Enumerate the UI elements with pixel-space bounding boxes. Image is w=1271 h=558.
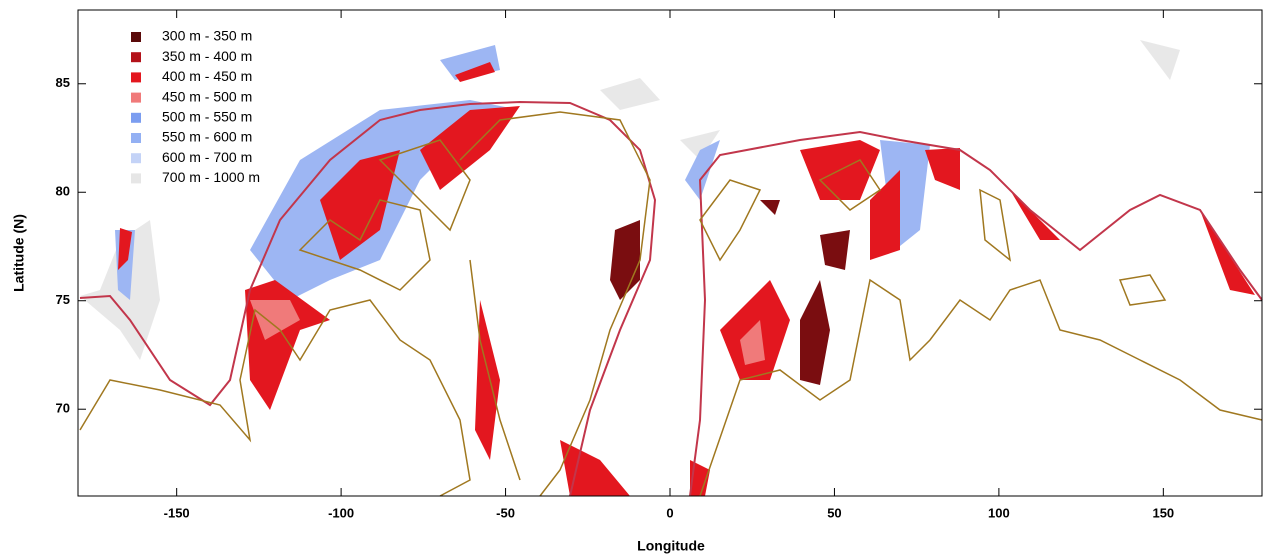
x-tick-label: 100 bbox=[988, 505, 1010, 520]
legend-swatch bbox=[131, 133, 141, 143]
y-axis-title: Latitude (N) bbox=[11, 214, 27, 292]
legend-label: 300 m - 350 m bbox=[162, 28, 252, 44]
map-features bbox=[80, 40, 1262, 496]
legend-swatch bbox=[131, 72, 141, 82]
zone-pink bbox=[250, 300, 765, 365]
y-tick-label: 80 bbox=[56, 184, 70, 199]
legend-swatch bbox=[131, 52, 141, 62]
x-tick-label: -100 bbox=[328, 505, 354, 520]
x-axis-title: Longitude bbox=[637, 538, 705, 554]
zone-red bbox=[245, 280, 330, 410]
legend-label: 700 m - 1000 m bbox=[162, 169, 260, 185]
legend-swatch bbox=[131, 113, 141, 123]
y-tick-label: 70 bbox=[56, 401, 70, 416]
legend-swatch bbox=[131, 173, 141, 183]
legend-label: 400 m - 450 m bbox=[162, 68, 252, 84]
zone-red bbox=[870, 148, 1255, 295]
legend-swatch bbox=[131, 93, 141, 103]
y-tick-label: 75 bbox=[56, 292, 70, 307]
zone-red bbox=[475, 300, 710, 496]
map-chart: Longitude Latitude (N) -150 -100 -50 0 50 100… bbox=[0, 0, 1271, 558]
x-tick-label: -50 bbox=[496, 505, 515, 520]
x-tick-label: 50 bbox=[827, 505, 841, 520]
legend-label: 500 m - 550 m bbox=[162, 109, 252, 125]
zone-dark bbox=[610, 200, 850, 385]
legend-swatch bbox=[131, 32, 141, 42]
legend-label: 550 m - 600 m bbox=[162, 129, 252, 145]
legend-label: 600 m - 700 m bbox=[162, 149, 252, 165]
x-tick-label: 150 bbox=[1152, 505, 1174, 520]
x-tick-label: -150 bbox=[164, 505, 190, 520]
legend-swatch bbox=[131, 153, 141, 163]
legend-label: 450 m - 500 m bbox=[162, 88, 252, 104]
y-tick-label: 85 bbox=[56, 75, 70, 90]
legend-label: 350 m - 400 m bbox=[162, 48, 252, 64]
x-tick-label: 0 bbox=[666, 505, 673, 520]
